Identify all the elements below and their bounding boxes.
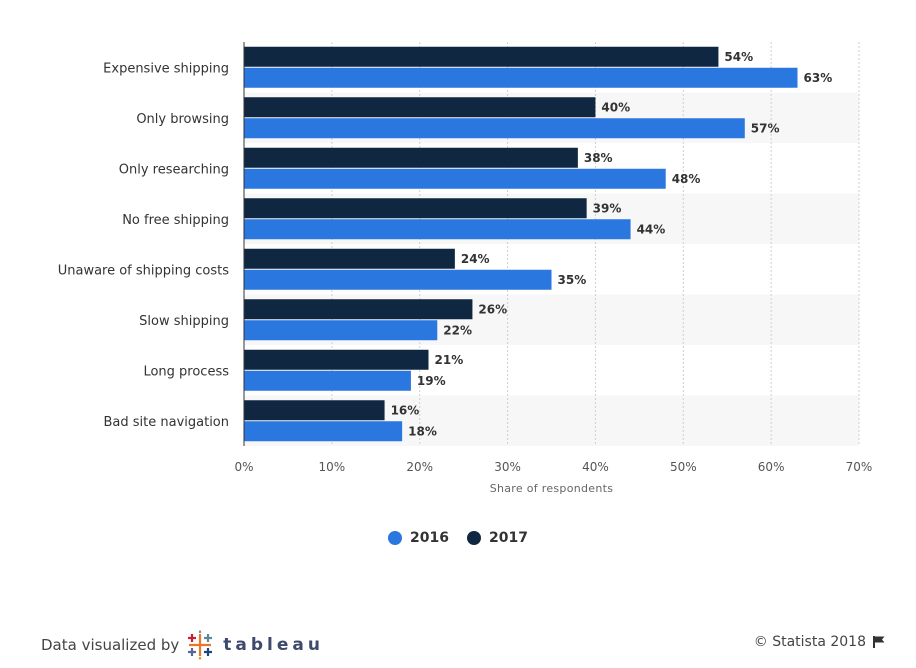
data-label-2016: 35%: [558, 273, 587, 287]
bar-2017[interactable]: [244, 299, 473, 320]
bar-2017[interactable]: [244, 248, 455, 269]
category-label: Only researching: [119, 162, 229, 177]
legend-label-2016: 2016: [410, 530, 449, 546]
tableau-logo-icon: [188, 630, 213, 660]
bar-2016[interactable]: [244, 370, 411, 391]
bar-chart: 0% 10% 20% 30% 40% 50% 60% 70% Expensive shippin…: [58, 42, 873, 495]
bar-2016[interactable]: [244, 219, 631, 240]
row-bands: [244, 92, 859, 446]
data-label-2017: 21%: [435, 353, 464, 367]
bar-2017[interactable]: [244, 198, 587, 219]
bars: [244, 46, 798, 442]
bar-2017[interactable]: [244, 46, 719, 67]
data-label-2017: 54%: [724, 50, 753, 64]
data-label-2017: 26%: [478, 302, 507, 316]
bar-2017[interactable]: [244, 97, 596, 118]
bar-2017[interactable]: [244, 349, 429, 370]
category-label: Unaware of shipping costs: [58, 263, 230, 278]
data-label-2016: 22%: [443, 323, 472, 337]
bar-2017[interactable]: [244, 147, 578, 168]
x-tick-label: 60%: [758, 460, 785, 474]
x-tick-label: 70%: [846, 460, 873, 474]
legend-item-2016[interactable]: 2016: [388, 530, 449, 546]
bar-2016[interactable]: [244, 118, 745, 139]
data-label-2016: 18%: [408, 424, 437, 438]
tableau-wordmark: tableau: [223, 635, 324, 655]
x-tick-label: 10%: [319, 460, 346, 474]
x-tick-label: 30%: [494, 460, 521, 474]
copyright-text: © Statista 2018: [753, 634, 866, 650]
category-label: Slow shipping: [139, 314, 229, 329]
category-label: Bad site navigation: [103, 415, 229, 430]
data-label-2016: 63%: [804, 71, 833, 85]
data-label-2016: 48%: [672, 172, 701, 186]
credit-prefix: Data visualized by: [41, 636, 180, 654]
bar-2016[interactable]: [244, 168, 666, 189]
data-label-2017: 16%: [391, 403, 420, 417]
category-label: No free shipping: [122, 213, 229, 228]
legend-label-2017: 2017: [489, 530, 528, 546]
bar-2016[interactable]: [244, 269, 552, 290]
bar-2016[interactable]: [244, 421, 403, 442]
x-tick-label: 50%: [670, 460, 697, 474]
flag-icon[interactable]: [872, 635, 886, 649]
x-axis-title: Share of respondents: [490, 482, 614, 495]
category-label: Only browsing: [136, 112, 229, 127]
tableau-credit[interactable]: Data visualized by tableau: [41, 630, 324, 660]
bar-2017[interactable]: [244, 400, 385, 421]
statista-credit[interactable]: © Statista 2018: [754, 634, 886, 650]
x-tick-label: 20%: [406, 460, 433, 474]
x-tick-label: 0%: [234, 460, 253, 474]
x-tick-label: 40%: [582, 460, 609, 474]
bar-2016[interactable]: [244, 67, 798, 88]
legend-dot-2017-icon: [467, 531, 481, 545]
data-label-2016: 57%: [751, 121, 780, 135]
data-label-2016: 19%: [417, 374, 446, 388]
data-label-2017: 39%: [593, 201, 622, 215]
bar-2016[interactable]: [244, 320, 438, 341]
category-label: Long process: [143, 364, 229, 379]
legend-dot-2016-icon: [388, 531, 403, 545]
legend: 2016 2017: [0, 530, 916, 546]
data-label-2017: 40%: [601, 100, 630, 114]
legend-item-2017[interactable]: 2017: [467, 530, 528, 546]
data-label-2017: 38%: [584, 151, 613, 165]
labels: 0% 10% 20% 30% 40% 50% 60% 70% Expensive shippin…: [58, 50, 873, 474]
data-label-2017: 24%: [461, 252, 490, 266]
category-label: Expensive shipping: [103, 61, 229, 76]
data-label-2016: 44%: [637, 222, 666, 236]
